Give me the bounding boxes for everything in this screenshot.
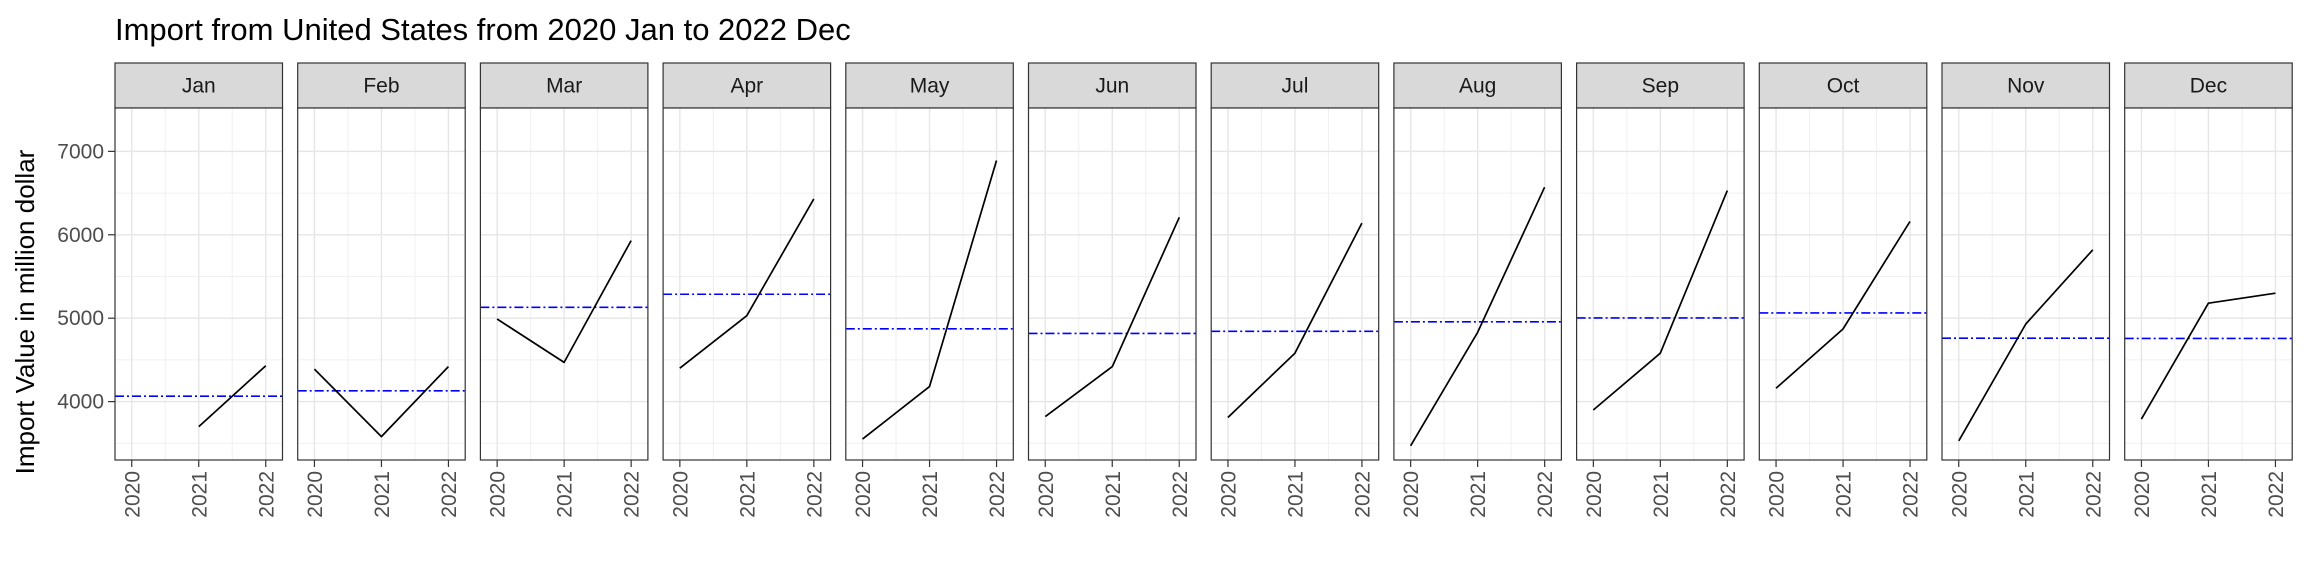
x-tick-label: 2021 [736,471,759,518]
x-tick-label: 2020 [1948,471,1971,518]
series-line [496,240,632,364]
series-line [1044,216,1181,418]
facet-panel-feb: Feb 2020 2021 2022 [297,62,466,518]
x-tick-label: 2022 [1169,471,1192,518]
facet-strip-label: Jan [182,75,216,98]
series-line [198,365,267,428]
facet-strip-label: Mar [546,75,582,98]
facet-strip-label: Apr [731,75,764,98]
x-tick-label: 2022 [986,471,1009,518]
series-line [1958,249,2094,442]
x-tick-label: 2022 [1534,471,1557,518]
y-tick-label: 7000 [57,140,104,163]
x-tick-label: 2021 [1102,471,1125,518]
x-tick-label: 2021 [1650,471,1673,518]
x-tick-label: 2020 [304,471,327,518]
x-tick-label: 2021 [1467,471,1490,518]
x-tick-label: 2021 [188,471,211,518]
x-tick-label: 2020 [1400,471,1423,518]
y-tick-label: 6000 [57,224,104,247]
facet-panel-may: May 2020 2021 2022 [845,62,1014,518]
facet-strip [662,62,832,109]
series-line [1775,220,1911,389]
facet-strip [2124,62,2293,109]
x-tick-label: 2020 [2131,471,2154,518]
x-tick-label: 2022 [255,471,278,518]
x-tick-label: 2020 [1217,471,1240,518]
x-tick-label: 2022 [621,471,644,518]
facet-strip-label: Oct [1827,75,1860,98]
x-tick-label: 2021 [2198,471,2221,518]
series-line [861,160,998,440]
x-tick-label: 2021 [1284,471,1307,518]
x-tick-label: 2022 [2082,471,2105,518]
facet-panel-aug: Aug 2020 2021 2022 [1393,62,1563,518]
facet-strip-label: Nov [2007,75,2045,98]
y-tick-label: 5000 [57,307,104,330]
x-tick-label: 2021 [919,471,942,518]
y-axis-label: Import Value in million dollar [10,149,40,474]
facet-strip [1210,62,1380,109]
facet-panel-jul: Jul 2020 2021 2022 [1210,62,1380,518]
facet-strip [1575,62,1745,109]
facet-panel-nov: Nov 2020 2021 2022 [1941,62,2111,518]
facet-panel-jun: Jun 2020 2021 2022 [1027,62,1197,518]
facet-panel-jan: Jan 2020 2021 2022 [114,62,284,518]
facet-panel-oct: Oct 2020 2021 2022 [1758,62,1928,518]
facet-strip-label: May [910,75,950,98]
facet-strip-label: Jun [1095,75,1129,98]
series-line [1227,222,1363,419]
x-tick-label: 2022 [803,471,826,518]
x-tick-label: 2022 [1900,471,1923,518]
x-tick-label: 2021 [371,471,394,518]
x-tick-label: 2020 [487,471,510,518]
x-tick-label: 2020 [852,471,875,518]
facet-strip-label: Feb [363,75,399,98]
facet-panels: Jan 2020 2021 2022 Feb 2020 2021 2022 Mar 2020 202… [114,62,2293,518]
facet-panel-sep: Sep 2020 2021 2022 [1575,62,1745,518]
series-line [2140,292,2276,420]
x-tick-label: 2020 [1035,471,1058,518]
series-line [1409,186,1546,447]
facet-strip-label: Aug [1459,75,1496,98]
facet-panel-mar: Mar 2020 2021 2022 [479,62,649,518]
x-tick-label: 2020 [669,471,692,518]
x-tick-label: 2020 [1766,471,1789,518]
x-tick-label: 2022 [438,471,461,518]
facet-strip [1941,62,2111,109]
series-line [313,366,450,438]
chart-title: Import from United States from 2020 Jan … [115,12,851,47]
series-line [679,198,815,369]
facet-strip [845,62,1014,109]
x-tick-label: 2020 [121,471,144,518]
facet-strip-label: Dec [2190,75,2227,98]
facet-strip [297,62,466,109]
y-axis: 4000 5000 6000 7000 [57,140,115,414]
x-tick-label: 2021 [1833,471,1856,518]
x-tick-label: 2022 [1717,471,1740,518]
x-tick-label: 2020 [1583,471,1606,518]
facet-strip [1027,62,1197,109]
x-tick-label: 2021 [554,471,577,518]
facet-panel-apr: Apr 2020 2021 2022 [662,62,832,518]
facet-panel-dec: Dec 2020 2021 2022 [2124,62,2293,518]
facet-strip-label: Sep [1642,75,1679,98]
facet-strip-label: Jul [1282,75,1309,98]
x-tick-label: 2021 [2015,471,2038,518]
y-tick-label: 4000 [57,391,104,414]
x-tick-label: 2022 [1351,471,1374,518]
series-line [1592,190,1729,411]
facet-strip [114,62,284,109]
x-tick-label: 2022 [2265,471,2288,518]
